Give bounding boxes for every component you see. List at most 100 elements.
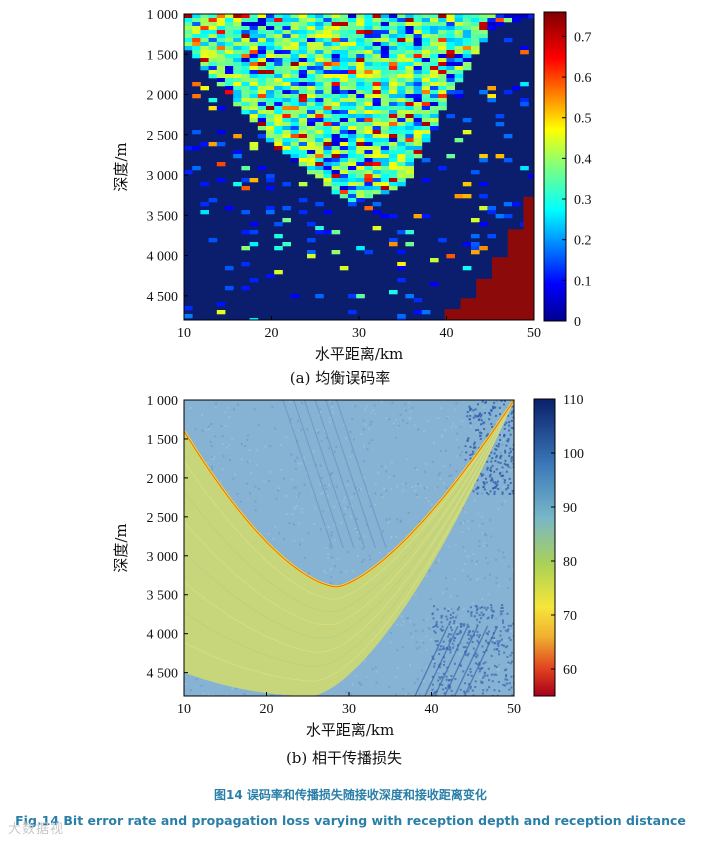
heatmap-a-cell	[339, 30, 349, 35]
heatmap-a-cell	[257, 106, 267, 111]
x-axis-label-a: 水平距离/km	[315, 345, 403, 363]
heatmap-b-speckle	[353, 438, 355, 441]
heatmap-b-speckle	[460, 642, 463, 645]
heatmap-b-speckle	[497, 480, 499, 483]
heatmap-a-cell	[380, 134, 390, 139]
heatmap-b-speckle	[374, 504, 377, 506]
heatmap-a-cell	[348, 110, 357, 115]
heatmap-b-interference-stripe	[434, 625, 469, 696]
heatmap-b-speckle	[469, 578, 472, 581]
heatmap-a-cell	[487, 206, 496, 211]
heatmap-a-cell	[364, 82, 373, 87]
heatmap-a-cell	[356, 54, 365, 59]
heatmap-b-speckle	[466, 440, 469, 442]
heatmap-a-cell	[241, 262, 250, 267]
heatmap-a-cell	[397, 250, 406, 255]
heatmap-a-cell	[380, 22, 390, 27]
heatmap-a-cell	[282, 134, 291, 139]
heatmap-b-speckle	[416, 647, 419, 650]
heatmap-b-speckle	[488, 418, 491, 421]
heatmap-a-cell	[446, 62, 455, 67]
heatmap-a-cell	[348, 94, 357, 99]
heatmap-a-cell	[331, 130, 341, 135]
heatmap-a-cell	[298, 22, 308, 27]
heatmap-a-cell	[372, 102, 382, 107]
heatmap-b-speckle	[502, 619, 504, 622]
heatmap-b-speckle	[226, 694, 228, 696]
heatmap-a-cell	[266, 134, 275, 139]
heatmap-a-cell	[315, 294, 324, 299]
heatmap-a-cell	[405, 42, 414, 47]
heatmap-b-speckle	[385, 489, 388, 492]
heatmap-a-cell	[364, 186, 373, 191]
heatmap-a-cell	[266, 46, 275, 51]
heatmap-b-speckle	[493, 689, 496, 692]
heatmap-b-speckle	[485, 544, 488, 547]
heatmap-a-cell	[339, 150, 349, 155]
heatmap-b-speckle	[221, 435, 224, 438]
heatmap-b-speckle	[502, 683, 505, 686]
heatmap-b-speckle	[439, 407, 442, 410]
heatmap-a-cell	[462, 182, 472, 187]
heatmap-a-cell	[364, 134, 373, 139]
heatmap-a-cell	[307, 74, 316, 79]
heatmap-a-cell	[405, 98, 414, 103]
heatmap-b-speckle	[431, 688, 434, 691]
heatmap-a-cell	[298, 102, 308, 107]
heatmap-a-cell	[479, 34, 488, 39]
heatmap-b-speckle	[402, 687, 404, 690]
heatmap-b-speckle	[466, 641, 469, 644]
heatmap-a-cell	[274, 14, 283, 19]
heatmap-a-cell	[348, 86, 357, 91]
heatmap-b-speckle	[354, 675, 357, 678]
heatmap-a-cell	[200, 22, 209, 27]
heatmap-a-cell	[307, 166, 316, 171]
heatmap-b-speckle	[361, 560, 364, 563]
heatmap-b-speckle	[476, 492, 479, 495]
heatmap-b-speckle	[509, 447, 512, 450]
heatmap-a-cell	[438, 70, 447, 75]
heatmap-b-speckle	[418, 521, 421, 524]
heatmap-b-speckle	[328, 421, 331, 424]
heatmap-b-speckle	[507, 587, 510, 589]
heatmap-b-speckle	[489, 466, 492, 469]
heatmap-a-cell	[372, 170, 382, 175]
heatmap-a-cell	[487, 26, 496, 31]
heatmap-b-speckle	[445, 678, 448, 681]
heatmap-b-speckle	[462, 607, 465, 610]
heatmap-a-cell	[397, 126, 406, 131]
heatmap-b-speckle	[365, 676, 368, 679]
heatmap-b-speckle	[485, 641, 488, 644]
heatmap-b-speckle	[449, 678, 452, 681]
heatmap-a-cell	[372, 134, 382, 139]
heatmap-a-cell	[331, 150, 341, 155]
heatmap-a-cell	[282, 126, 291, 131]
heatmap-b-speckle	[461, 507, 464, 509]
heatmap-b-speckle	[440, 648, 443, 651]
heatmap-b-speckle	[487, 667, 490, 670]
heatmap-b-speckle	[189, 407, 192, 409]
heatmap-a-cell	[241, 18, 250, 23]
heatmap-a-cell	[380, 166, 390, 171]
heatmap-a-cell	[323, 26, 332, 31]
heatmap-b-speckle	[416, 678, 419, 681]
heatmap-a-cell	[405, 58, 414, 63]
heatmap-b-speckle	[493, 401, 496, 404]
heatmap-a-cell	[397, 78, 406, 83]
heatmap-a-cell	[331, 98, 341, 103]
heatmap-b-speckle	[472, 450, 474, 453]
heatmap-a-cell	[274, 134, 283, 139]
heatmap-b-speckle	[267, 532, 270, 535]
heatmap-b-speckle	[227, 490, 230, 493]
heatmap-b-speckle	[288, 522, 291, 525]
heatmap-b-speckle	[504, 684, 507, 687]
heatmap-a-cell	[364, 106, 373, 111]
heatmap-b-speckle	[509, 466, 512, 469]
heatmap-a-cell	[266, 110, 275, 115]
heatmap-b-speckle	[499, 634, 502, 637]
heatmap-b-speckle	[497, 644, 500, 647]
heatmap-b-speckle	[438, 666, 441, 669]
heatmap-a-cell	[257, 26, 267, 31]
heatmap-a-cell	[356, 198, 365, 203]
heatmap-b-speckle	[436, 608, 439, 611]
